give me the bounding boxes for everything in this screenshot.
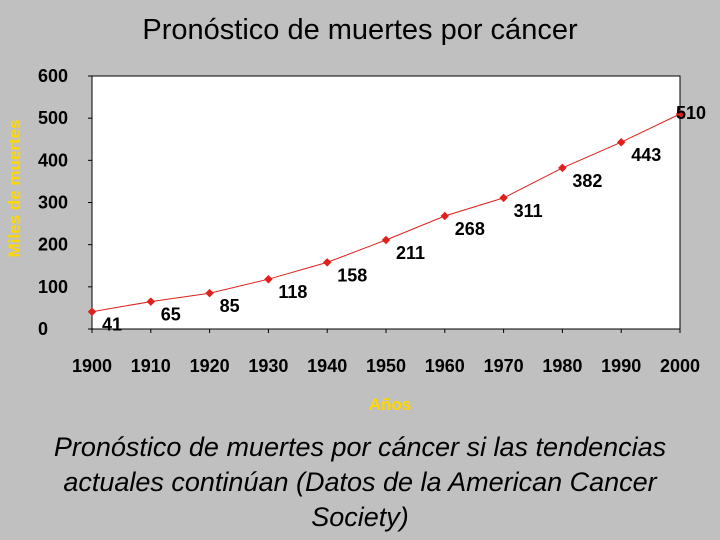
y-axis-label: Miles de muertes xyxy=(5,120,24,258)
x-tick-label: 1900 xyxy=(72,356,112,376)
data-label: 158 xyxy=(337,265,367,285)
data-label: 510 xyxy=(676,103,706,123)
data-label: 211 xyxy=(396,243,425,263)
x-tick-label: 1960 xyxy=(425,356,465,376)
x-tick-label: 1980 xyxy=(542,356,582,376)
data-point xyxy=(87,307,97,316)
x-tick-label: 1910 xyxy=(131,356,171,376)
data-point xyxy=(499,193,508,203)
data-label: 443 xyxy=(631,145,661,165)
y-tick-label: 600 xyxy=(38,66,68,86)
x-tick-label: 1990 xyxy=(601,356,641,376)
line-chart: 0 100 200 300 400 500 600 1900 1910 1920 1930 1940… xyxy=(5,66,706,414)
x-tick-label: 2000 xyxy=(660,356,700,376)
data-label: 85 xyxy=(220,296,240,316)
x-tick-label: 1970 xyxy=(484,356,524,376)
data-label: 118 xyxy=(278,282,307,302)
x-tick-label: 1950 xyxy=(366,356,406,376)
data-point xyxy=(146,297,156,306)
data-label: 41 xyxy=(102,315,122,335)
y-tick-label: 500 xyxy=(38,108,68,128)
x-tick-label: 1930 xyxy=(248,356,288,376)
data-label: 382 xyxy=(572,171,602,191)
x-axis-ticks: 1900 1910 1920 1930 1940 1950 1960 1970 1980 1990… xyxy=(72,329,700,376)
plot-area xyxy=(91,75,681,330)
x-tick-label: 1940 xyxy=(307,356,347,376)
caption: Pronóstico de muertes por cáncer si las … xyxy=(53,432,667,532)
data-label: 311 xyxy=(514,201,543,221)
data-point xyxy=(264,275,273,284)
y-tick-label: 200 xyxy=(38,235,68,255)
data-label: 65 xyxy=(161,305,181,325)
y-axis-ticks: 0 100 200 300 400 500 600 xyxy=(38,66,92,339)
x-tick-label: 1920 xyxy=(190,356,230,376)
data-point xyxy=(440,211,450,221)
data-point xyxy=(381,235,391,245)
data-point xyxy=(322,258,332,267)
y-tick-label: 300 xyxy=(38,193,68,213)
data-labels: 41 65 85 118 158 211 268 311 382 443 510 xyxy=(102,103,706,335)
y-tick-label: 100 xyxy=(38,277,68,297)
x-axis-label: Años xyxy=(369,395,412,414)
page-title: Pronóstico de muertes por cáncer xyxy=(142,14,578,46)
y-tick-label: 0 xyxy=(38,319,48,339)
data-point xyxy=(205,288,214,298)
y-tick-label: 400 xyxy=(38,150,68,170)
data-label: 268 xyxy=(455,219,485,239)
